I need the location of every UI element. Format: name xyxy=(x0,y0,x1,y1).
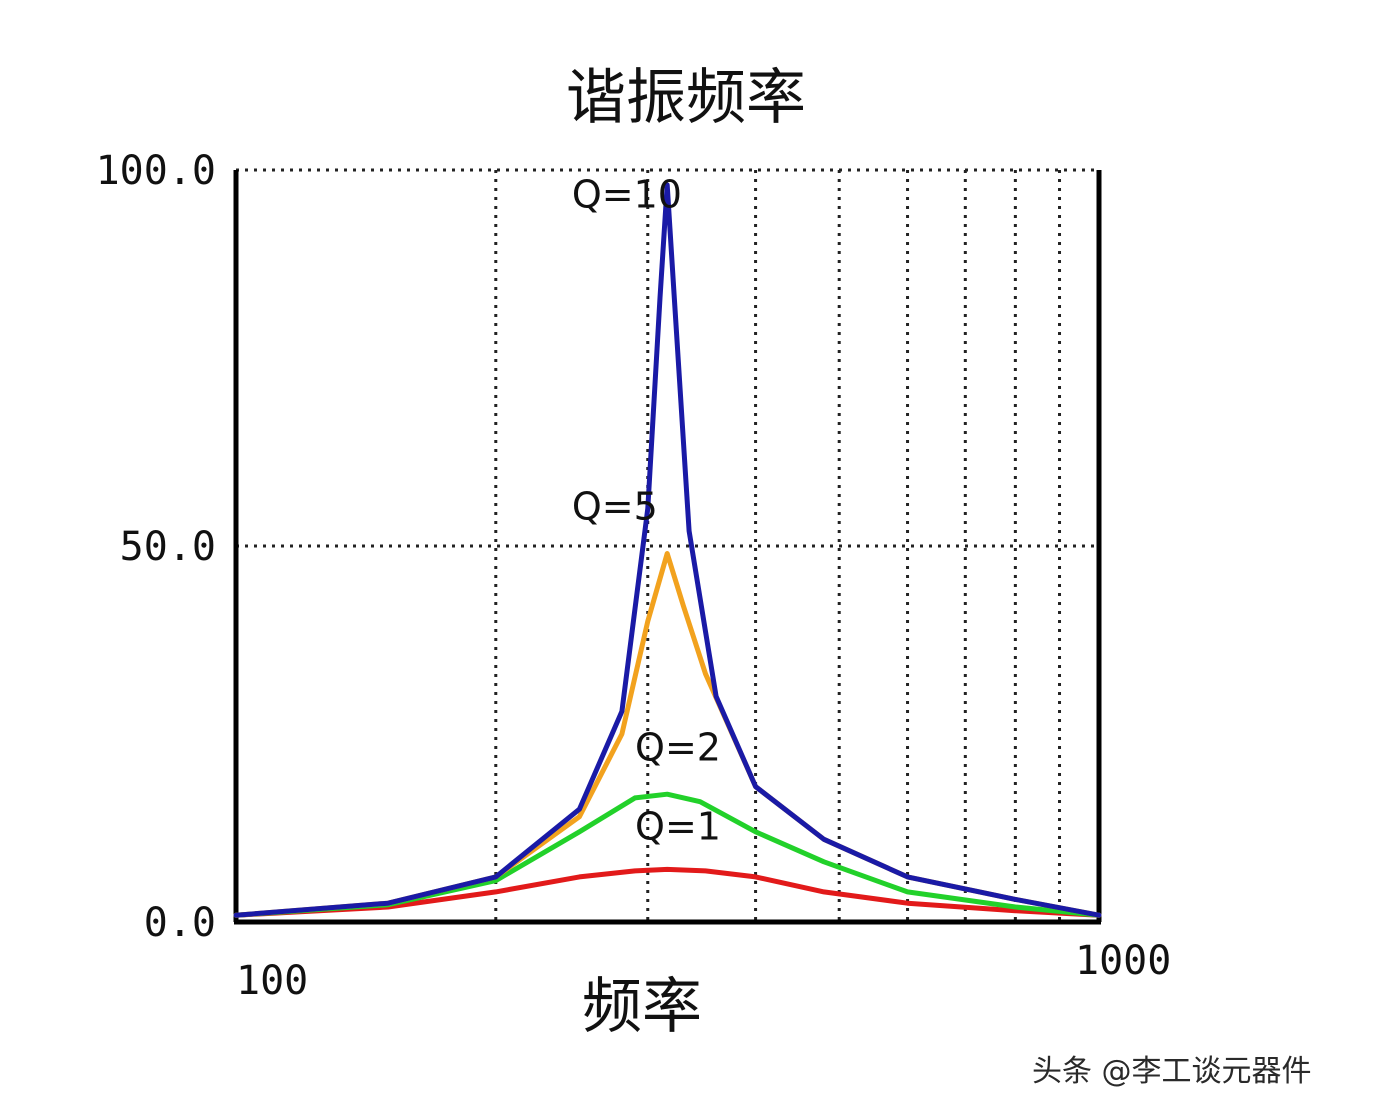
x-tick-label: 1000 xyxy=(1075,938,1171,984)
x-axis-label: 频率 xyxy=(582,972,702,1042)
series-lines xyxy=(233,182,1102,918)
series-annotation: Q=2 xyxy=(635,725,721,769)
chart-title: 谐振频率 xyxy=(566,63,806,133)
series-annotation: Q=10 xyxy=(572,173,682,217)
series-line xyxy=(233,182,1102,918)
tick-labels: 0.0 50.0 100.0 100 1000 xyxy=(96,148,1172,1004)
y-tick-label: 0.0 xyxy=(144,900,216,946)
series-line xyxy=(233,791,1102,918)
series-line xyxy=(233,866,1102,918)
y-tick-label: 100.0 xyxy=(96,148,216,194)
x-tick-label: 100 xyxy=(236,958,308,1004)
series-annotations: Q=10 Q=5 Q=2 Q=1 xyxy=(572,173,721,849)
series-annotation: Q=1 xyxy=(635,804,721,848)
axes xyxy=(233,170,1102,925)
y-tick-label: 50.0 xyxy=(120,524,216,570)
watermark: 头条 @李工谈元器件 xyxy=(1032,1054,1312,1089)
series-annotation: Q=5 xyxy=(572,485,658,529)
